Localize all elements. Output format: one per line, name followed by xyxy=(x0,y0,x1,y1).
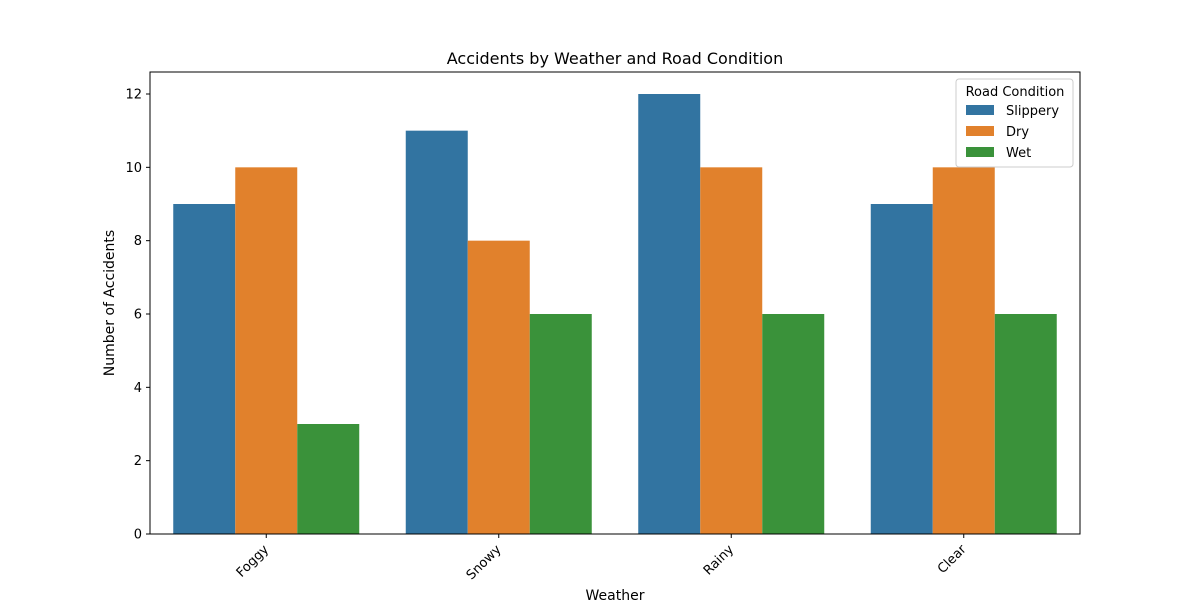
bar-slippery-rainy xyxy=(638,94,701,534)
bar-dry-clear xyxy=(932,167,995,535)
y-axis-ticks: 0 2 4 6 8 10 12 xyxy=(125,88,150,543)
bar-dry-snowy xyxy=(467,240,530,534)
bar-wet-rainy xyxy=(762,314,825,534)
bar-wet-foggy xyxy=(297,424,360,534)
y-tick-label: 12 xyxy=(125,88,142,103)
x-axis-label: Weather xyxy=(586,588,645,600)
legend-box xyxy=(955,78,1074,168)
bar-slippery-foggy xyxy=(173,204,236,534)
x-axis-ticks: Foggy Snowy Rainy Clear xyxy=(234,534,970,583)
y-tick-label: 0 xyxy=(134,528,142,543)
bar-dry-rainy xyxy=(700,167,763,535)
bar-wet-snowy xyxy=(529,314,592,534)
plot-frame xyxy=(149,71,1081,535)
bar-slippery-clear xyxy=(870,204,933,534)
y-tick-label: 10 xyxy=(125,161,142,176)
legend-label-dry: Dry xyxy=(1006,125,1029,140)
x-tick-label: Snowy xyxy=(464,542,505,583)
legend-items: Slippery Dry Wet xyxy=(966,104,1059,161)
bar-slippery-snowy xyxy=(405,130,468,534)
legend-label-slippery: Slippery xyxy=(1006,104,1059,119)
y-axis-label: Number of Accidents xyxy=(102,230,118,376)
bars-group xyxy=(173,94,1057,535)
legend-swatch-slippery xyxy=(966,105,994,115)
bar-dry-foggy xyxy=(235,167,298,535)
legend: Road Condition Slippery Dry Wet xyxy=(955,78,1074,168)
legend-title: Road Condition xyxy=(966,85,1065,100)
legend-swatch-dry xyxy=(966,126,994,136)
chart-title: Accidents by Weather and Road Condition xyxy=(447,49,783,68)
x-tick-label: Rainy xyxy=(701,542,737,578)
bar-wet-clear xyxy=(994,314,1057,534)
x-tick-label: Clear xyxy=(935,542,970,577)
y-tick-label: 8 xyxy=(134,234,142,249)
x-tick-label: Foggy xyxy=(234,542,273,581)
y-tick-label: 2 xyxy=(134,454,142,469)
y-tick-label: 4 xyxy=(134,381,142,396)
y-tick-label: 6 xyxy=(134,308,142,323)
legend-label-wet: Wet xyxy=(1006,146,1031,161)
legend-swatch-wet xyxy=(966,147,994,157)
